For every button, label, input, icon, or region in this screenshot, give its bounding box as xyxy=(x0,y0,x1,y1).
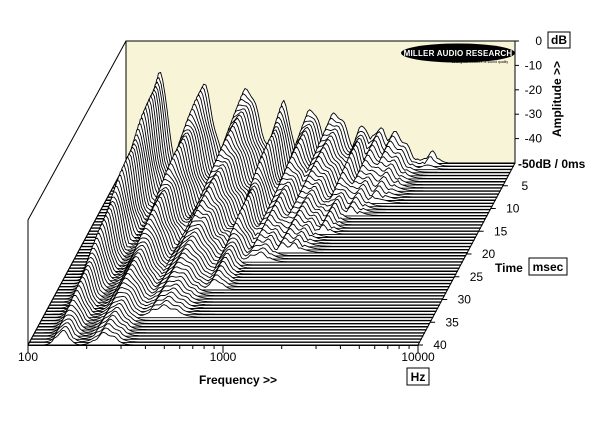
miller-audio-research-logo: MILLER AUDIO RESEARCH setting the measur… xyxy=(401,43,515,64)
logo-text: MILLER AUDIO RESEARCH xyxy=(404,49,513,58)
frequency-axis: 100 1000 10000 xyxy=(18,345,435,364)
frequency-unit: Hz xyxy=(411,370,426,384)
amplitude-tick-label: -20 xyxy=(525,83,543,97)
waterfall-traces xyxy=(27,71,516,346)
amplitude-floor-label: -50dB / 0ms xyxy=(518,157,586,171)
time-tick-label: 20 xyxy=(482,247,496,261)
time-tick-label: 15 xyxy=(494,224,508,238)
time-tick-label: 40 xyxy=(433,338,447,352)
time-tick-label: 30 xyxy=(458,293,472,307)
amplitude-tick-label: 0 xyxy=(535,34,542,48)
logo-tagline: setting the measure of sound quality xyxy=(452,60,508,64)
amplitude-unit: dB xyxy=(551,33,567,47)
time-unit: msec xyxy=(533,260,564,274)
amplitude-unit-box xyxy=(547,31,571,49)
frequency-tick-label: 1000 xyxy=(210,350,237,364)
waterfall-slice xyxy=(30,322,422,340)
amplitude-axis: 0 -10 -20 -30 -40 xyxy=(515,34,542,146)
time-tick-label: 35 xyxy=(445,315,459,329)
time-tick-label: 5 xyxy=(522,179,529,193)
time-tick-label: 10 xyxy=(506,202,520,216)
frequency-tick-label: 100 xyxy=(18,350,38,364)
time-axis-label: Time xyxy=(495,261,523,275)
time-axis: 510 15 20 25 30 35 40 xyxy=(418,179,529,352)
frequency-axis-label: Frequency >> xyxy=(199,373,277,387)
amplitude-tick-label: -40 xyxy=(525,132,543,146)
amplitude-tick-label: -10 xyxy=(525,58,543,72)
time-tick-label: 25 xyxy=(470,270,484,284)
time-unit-box xyxy=(528,257,568,276)
amplitude-tick-label: -30 xyxy=(525,107,543,121)
amplitude-axis-label: Amplitude >> xyxy=(550,61,564,137)
frequency-unit-box xyxy=(406,367,430,386)
frequency-tick-label: 10000 xyxy=(401,350,435,364)
